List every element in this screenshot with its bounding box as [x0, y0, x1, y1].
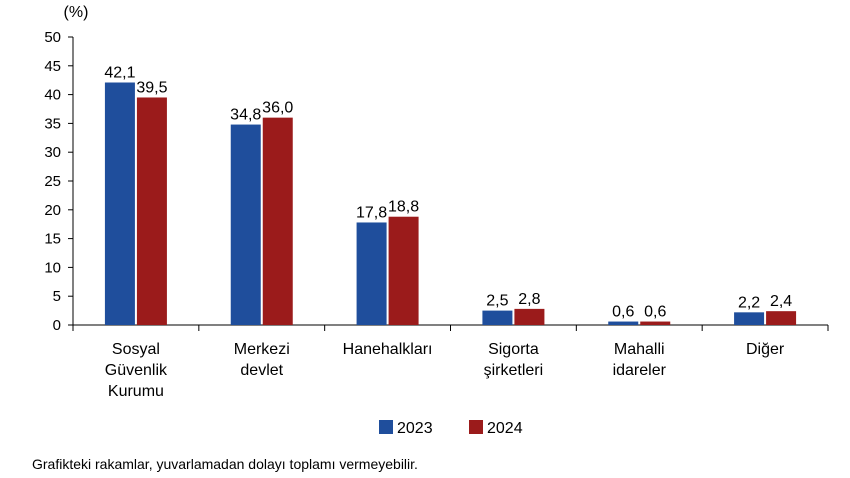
y-tick-label: 5	[53, 288, 61, 305]
bar-2023	[104, 82, 135, 325]
y-tick-label: 10	[44, 259, 61, 276]
category-label: Mahalli	[614, 341, 665, 358]
y-tick-label: 25	[44, 173, 61, 190]
data-label: 39,5	[136, 79, 167, 96]
data-label: 17,8	[356, 204, 387, 221]
bar-2023	[734, 312, 765, 325]
bar-2024	[514, 308, 545, 325]
y-axis-ticks: 0 5 10 15 20 25 30 35 40 45 50	[44, 29, 829, 334]
y-tick-label: 35	[44, 115, 61, 132]
category-label: Kurumu	[108, 383, 164, 400]
bar-2023	[230, 124, 261, 325]
data-label: 2,4	[770, 293, 792, 310]
legend-label-2024: 2024	[487, 420, 523, 437]
category-label: Sosyal	[112, 341, 160, 358]
data-label: 0,6	[612, 304, 634, 321]
data-label: 2,5	[486, 293, 508, 310]
category-label: Güvenlik	[105, 362, 168, 379]
data-label: 36,0	[262, 100, 293, 117]
category-label: Diğer	[746, 341, 785, 358]
legend: 2023 2024	[379, 420, 523, 437]
y-axis-unit-label: (%)	[64, 4, 89, 21]
bar-2024	[136, 97, 167, 325]
data-label: 2,2	[738, 294, 760, 311]
category-label: Hanehalkları	[343, 341, 433, 358]
category-label: devlet	[240, 362, 283, 379]
category-label: şirketleri	[484, 362, 544, 379]
bar-2024	[388, 216, 419, 325]
bar-2024	[640, 321, 671, 325]
legend-swatch-2024	[469, 420, 483, 434]
data-label: 0,6	[644, 304, 666, 321]
footnote: Grafikteki rakamlar, yuvarlamadan dolayı…	[32, 456, 418, 472]
data-label: 18,8	[388, 199, 419, 216]
y-tick-label: 40	[44, 87, 61, 104]
data-label: 42,1	[104, 65, 135, 82]
chart-axes	[72, 37, 828, 326]
category-label: idareler	[613, 362, 667, 379]
data-labels-group: 42,139,5 34,8 36,0 17,8 18,8 2,5 2,8 0,6 0,6 2,2 2…	[104, 65, 792, 321]
y-tick-label: 45	[44, 58, 61, 75]
y-tick-label: 15	[44, 231, 61, 248]
category-labels-group: Sosyal Güvenlik Kurumu Merkezi devlet Hanehal…	[105, 341, 785, 400]
bars-group	[104, 82, 797, 325]
y-tick-label: 20	[44, 202, 61, 219]
y-tick-label: 30	[44, 144, 61, 161]
y-tick-label: 0	[53, 317, 61, 334]
y-tick-label: 50	[44, 29, 61, 46]
data-label: 2,8	[518, 291, 540, 308]
data-label: 34,8	[230, 107, 261, 124]
bar-2024	[262, 117, 293, 325]
legend-swatch-2023	[379, 420, 393, 434]
legend-label-2023: 2023	[397, 420, 433, 437]
category-label: Sigorta	[488, 341, 539, 358]
bar-2024	[766, 311, 797, 325]
bar-2023	[482, 310, 513, 325]
bar-2023	[608, 321, 639, 325]
category-label: Merkezi	[234, 341, 290, 358]
bar-2023	[356, 222, 387, 325]
